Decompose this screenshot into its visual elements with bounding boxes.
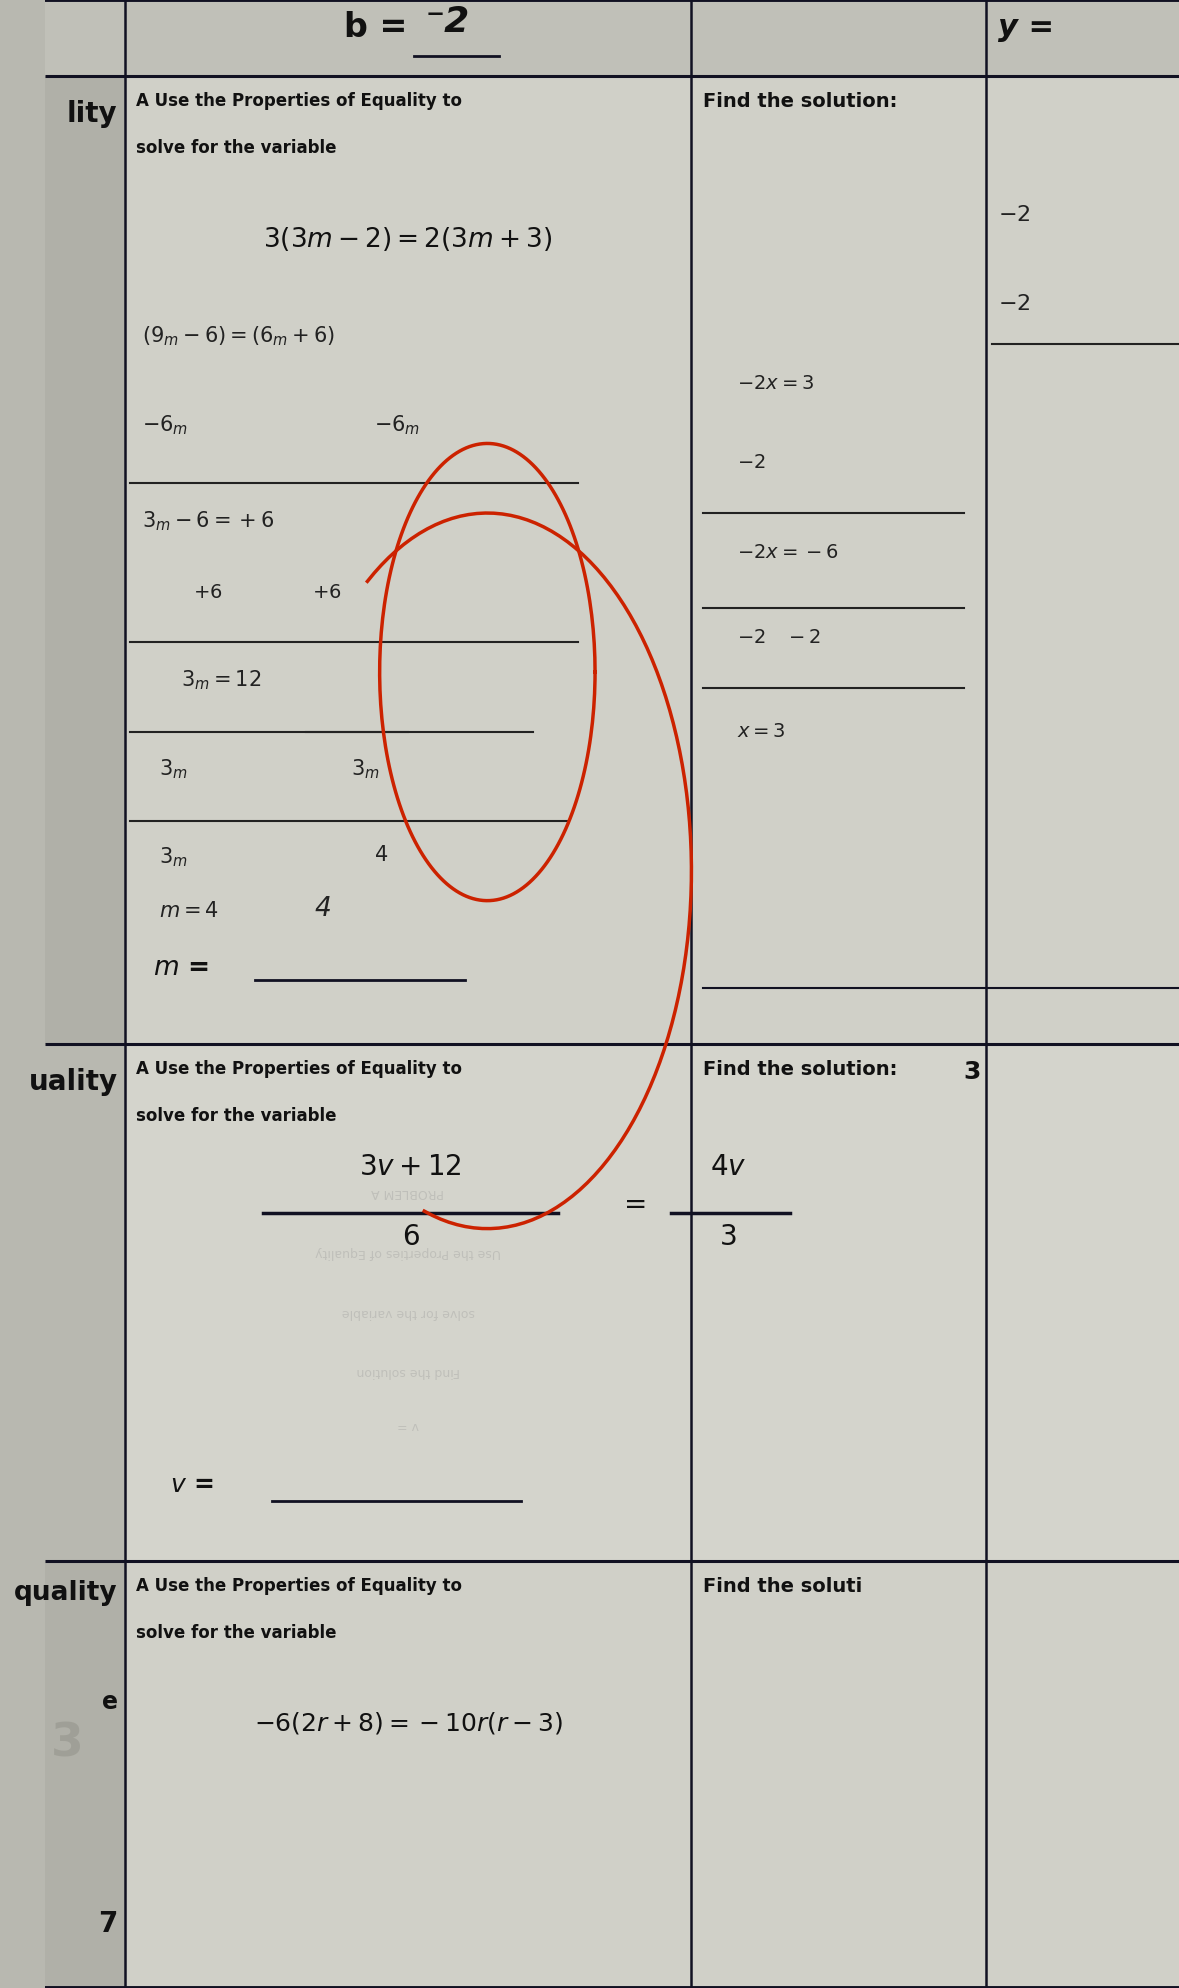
Text: solve for the variable: solve for the variable	[136, 1624, 336, 1642]
Text: $-6_m$: $-6_m$	[374, 414, 420, 437]
Text: solve for the variable: solve for the variable	[136, 139, 336, 157]
Text: $=$: $=$	[618, 1189, 645, 1217]
Text: $-6_m$: $-6_m$	[141, 414, 187, 437]
Text: $3(3m - 2) = 2(3m + 3)$: $3(3m - 2) = 2(3m + 3)$	[263, 225, 553, 252]
Text: uality: uality	[28, 1068, 118, 1095]
Text: $-2x=3$: $-2x=3$	[737, 374, 814, 394]
Text: A Use the Properties of Equality to: A Use the Properties of Equality to	[136, 91, 462, 109]
Text: $3_m-6=+6$: $3_m-6=+6$	[141, 509, 274, 533]
Text: ⁻2: ⁻2	[426, 6, 469, 40]
Text: $+6$: $+6$	[311, 582, 341, 602]
Text: 3: 3	[963, 1060, 981, 1083]
Text: e: e	[101, 1690, 118, 1714]
Text: $-2$: $-2$	[737, 453, 765, 473]
Text: $3_m=12$: $3_m=12$	[182, 668, 262, 692]
Text: $-2\quad-2$: $-2\quad-2$	[737, 628, 821, 648]
Text: $+6$: $+6$	[192, 582, 222, 602]
Text: $(9_m-6)=(6_m+6)$: $(9_m-6)=(6_m+6)$	[141, 324, 335, 348]
Text: 3: 3	[51, 1722, 84, 1767]
Text: b =: b =	[344, 12, 420, 44]
Text: $-2$: $-2$	[997, 294, 1030, 314]
Bar	[45, 1044, 125, 1561]
Text: $4$: $4$	[374, 845, 388, 865]
Text: solve for the variable: solve for the variable	[136, 1107, 336, 1125]
Text: solve for the variable: solve for the variable	[342, 1306, 474, 1318]
Bar	[125, 1561, 1179, 1988]
Bar	[125, 1044, 1179, 1561]
Text: $4v$: $4v$	[710, 1153, 746, 1181]
Text: v =: v =	[397, 1419, 419, 1431]
Bar	[45, 76, 125, 1044]
Text: $-2x=-6$: $-2x=-6$	[737, 543, 838, 563]
Text: Find the soluti: Find the soluti	[703, 1576, 862, 1596]
Text: PROBLEM A: PROBLEM A	[371, 1187, 444, 1199]
Text: 7: 7	[98, 1910, 118, 1938]
Text: $3_m$: $3_m$	[158, 845, 187, 869]
Text: Find the solution:: Find the solution:	[703, 91, 897, 111]
Text: 4: 4	[315, 897, 331, 922]
Text: y =: y =	[997, 14, 1054, 42]
Text: $x=3$: $x=3$	[737, 722, 785, 742]
Bar	[125, 76, 1179, 1044]
Text: $-6(2r + 8) = -10r(r - 3)$: $-6(2r + 8) = -10r(r - 3)$	[253, 1710, 562, 1736]
Text: $-2$: $-2$	[997, 205, 1030, 225]
Text: $6$: $6$	[402, 1223, 420, 1250]
Text: Find the solution: Find the solution	[356, 1366, 460, 1378]
Text: lity: lity	[67, 99, 118, 127]
Text: A Use the Properties of Equality to: A Use the Properties of Equality to	[136, 1576, 462, 1594]
Bar	[45, 0, 1179, 76]
Text: A Use the Properties of Equality to: A Use the Properties of Equality to	[136, 1060, 462, 1077]
Text: $v$ =: $v$ =	[170, 1473, 213, 1497]
Text: $3v + 12$: $3v + 12$	[360, 1153, 462, 1181]
Text: Find the solution:: Find the solution:	[703, 1060, 897, 1079]
Text: $3_m$: $3_m$	[158, 757, 187, 781]
Text: $m$ =: $m$ =	[153, 956, 209, 982]
Text: $3$: $3$	[719, 1223, 737, 1250]
Text: quality: quality	[14, 1580, 118, 1606]
Bar	[45, 1561, 125, 1988]
Text: $3_m$: $3_m$	[351, 757, 380, 781]
Text: $m=4$: $m=4$	[158, 901, 218, 920]
Text: Use the Properties of Equality: Use the Properties of Equality	[315, 1246, 501, 1258]
